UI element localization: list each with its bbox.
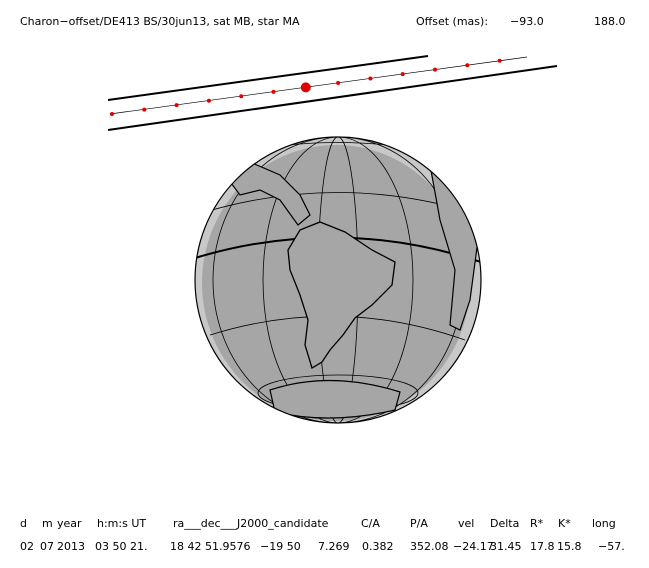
time-dot (400, 72, 405, 77)
column-header: Delta (490, 517, 519, 530)
cell: −19 50 (260, 540, 301, 553)
shadow-path (107, 55, 558, 131)
cell: 352.08 (410, 540, 449, 553)
column-header: vel (458, 517, 474, 530)
time-dot (174, 103, 179, 108)
time-dot (142, 107, 147, 112)
cell: 18 42 51.9576 (170, 540, 250, 553)
cell: −57. (598, 540, 625, 553)
time-dot (206, 98, 211, 103)
time-dot (433, 67, 437, 72)
time-dot (465, 63, 470, 68)
title: Charon−offset/DE413 BS/30jun13, sat MB, … (20, 15, 300, 28)
north-america (224, 161, 311, 226)
globe (194, 136, 482, 424)
globe-outline (194, 136, 482, 424)
column-header: R* (530, 517, 544, 530)
shadow-edge (107, 55, 429, 101)
column-header: h:m:s UT (97, 517, 146, 530)
time-dot (368, 76, 373, 81)
time-dot (336, 80, 341, 85)
cell: 02 (20, 540, 34, 553)
time-dot (110, 112, 114, 116)
offset-x: −93.0 (510, 15, 544, 28)
cell: 0.382 (362, 540, 394, 553)
cell: 17.8 (530, 540, 555, 553)
south-america (287, 221, 396, 369)
cell: 7.269 (318, 540, 350, 553)
time-dot (300, 82, 311, 93)
center-line (109, 56, 528, 115)
column-header: d (20, 517, 27, 530)
cell: 2013 (57, 540, 85, 553)
time-dot (239, 94, 244, 99)
data-table: d m year h:m:s UT ra___dec___J2000_candi… (20, 517, 625, 553)
column-header: m (42, 517, 53, 530)
column-header: long (592, 517, 616, 530)
time-dot (497, 58, 502, 63)
offset-label: Offset (mas): (416, 15, 488, 28)
antarctica (269, 379, 401, 419)
cell: −24.17 (453, 540, 494, 553)
shadow-edge (107, 65, 558, 131)
time-dots (110, 58, 502, 116)
column-header: K* (558, 517, 571, 530)
column-header: C/A (361, 517, 380, 530)
column-header: P/A (410, 517, 428, 530)
time-dot (271, 89, 276, 94)
cell: 15.8 (557, 540, 582, 553)
offset-y: 188.0 (594, 15, 626, 28)
cell: 07 (40, 540, 54, 553)
cell: 31.45 (490, 540, 522, 553)
cell: 03 50 21. (95, 540, 147, 553)
column-header: year (57, 517, 82, 530)
column-header: ra___dec___J2000_candidate (173, 517, 329, 530)
